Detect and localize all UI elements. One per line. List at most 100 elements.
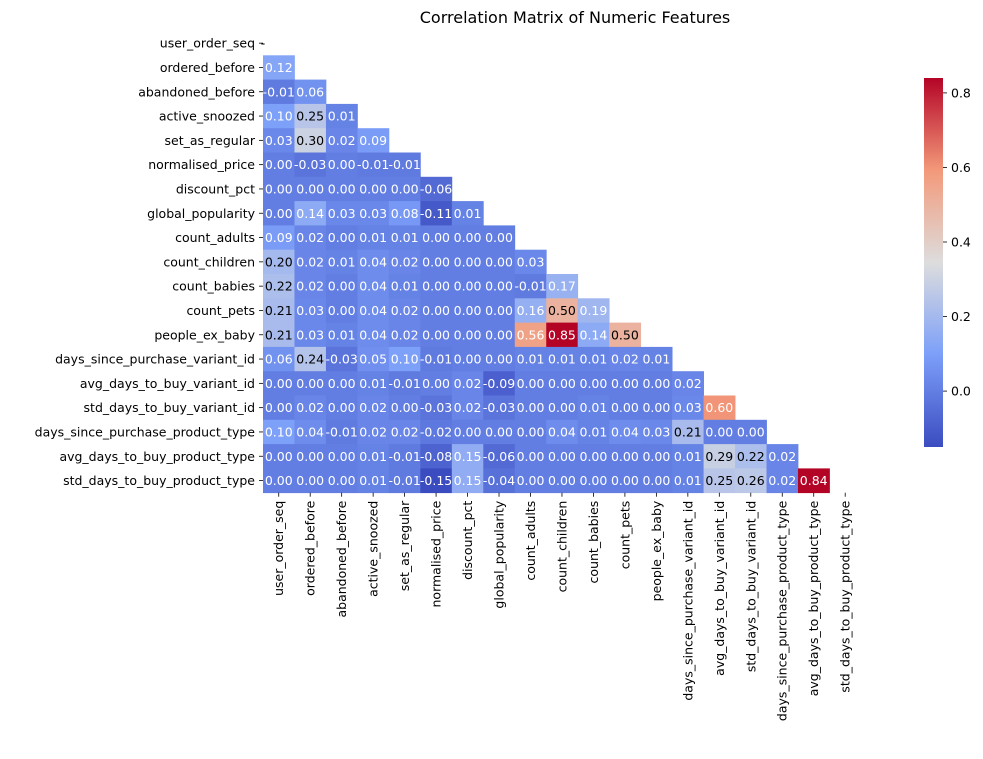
heatmap-cell-12-3: [357, 322, 390, 348]
heatmap-cell-16-2: [325, 419, 358, 445]
heatmap-cell-13-2: [325, 346, 358, 372]
heatmap-cell-label-18-2: 0.00: [328, 473, 356, 488]
heatmap-cell-10-9: [546, 274, 579, 299]
heatmap-cell-2-0: [263, 79, 295, 105]
heatmap-cell-label-13-10: 0.01: [580, 352, 608, 367]
heatmap-cell-label-6-4: 0.00: [391, 181, 419, 196]
heatmap-cell-label-15-1: 0.02: [296, 400, 324, 415]
heatmap-cell-11-4: [388, 298, 421, 323]
heatmap-cell-11-3: [357, 298, 390, 323]
heatmap-cell-15-7: [483, 395, 516, 421]
heatmap-cell-label-11-7: 0.00: [485, 303, 513, 318]
heatmap-cell-17-16: [766, 444, 799, 469]
heatmap-cell-5-3: [357, 152, 390, 178]
heatmap-cell-18-4: [388, 468, 421, 494]
x-tick-label-days_since_purchase_variant_id: days_since_purchase_variant_id: [680, 501, 695, 701]
heatmap-cell-1-0: [263, 55, 295, 80]
heatmap-cell-label-16-0: 0.10: [265, 424, 293, 439]
chart-title: Correlation Matrix of Numeric Features: [420, 8, 731, 27]
y-tick-label-std_days_to_buy_variant_id: std_days_to_buy_variant_id: [84, 400, 255, 415]
heatmap-cell-label-18-0: 0.00: [265, 473, 293, 488]
colorbar-tick-label-3: 0.6: [951, 160, 971, 175]
heatmap-cell-17-11: [609, 444, 642, 469]
heatmap-cell-17-5: [420, 444, 453, 469]
heatmap-cell-label-18-9: 0.00: [548, 473, 576, 488]
heatmap-cell-label-18-15: 0.26: [737, 473, 765, 488]
heatmap-cell-5-2: [325, 152, 358, 178]
heatmap-cell-label-3-0: 0.10: [265, 109, 293, 124]
heatmap-cell-label-14-13: 0.02: [674, 376, 702, 391]
heatmap-cell-3-0: [263, 103, 295, 129]
heatmap-cell-label-17-12: 0.00: [642, 449, 670, 464]
heatmap-cell-16-10: [577, 419, 610, 445]
heatmap-cell-14-13: [672, 371, 704, 396]
heatmap-cell-7-2: [325, 201, 358, 226]
heatmap-cell-10-0: [263, 274, 295, 299]
heatmap-cell-label-15-6: 0.02: [454, 400, 482, 415]
x-tick-label-discount_pct: discount_pct: [460, 501, 475, 580]
heatmap-cell-18-15: [735, 468, 767, 494]
y-tick-label-ordered_before: ordered_before: [160, 60, 255, 75]
heatmap-cell-14-6: [451, 371, 484, 396]
heatmap-cell-12-2: [325, 322, 358, 348]
heatmap-cell-8-5: [420, 225, 453, 251]
heatmap-cell-label-16-11: 0.04: [611, 424, 639, 439]
heatmap-cell-label-13-12: 0.01: [642, 352, 670, 367]
heatmap-cell-15-12: [640, 395, 673, 421]
heatmap-cell-11-9: [546, 298, 579, 323]
heatmap-cell-14-5: [420, 371, 453, 396]
heatmap-cell-11-6: [451, 298, 484, 323]
heatmap-cell-16-1: [294, 419, 327, 445]
heatmap-cell-15-6: [451, 395, 484, 421]
heatmap-cell-label-16-15: 0.00: [737, 424, 765, 439]
heatmap-cell-label-16-4: 0.02: [391, 424, 419, 439]
heatmap-cell-label-12-5: 0.00: [422, 327, 450, 342]
heatmap-cell-12-7: [483, 322, 516, 348]
heatmap-cell-4-0: [263, 128, 295, 153]
y-tick-label-discount_pct: discount_pct: [176, 181, 255, 196]
heatmap-cell-9-8: [514, 249, 547, 275]
heatmap-cell-label-15-7: -0.03: [483, 400, 515, 415]
heatmap-cell-label-8-6: 0.00: [454, 230, 482, 245]
heatmap-cell-13-4: [388, 346, 421, 372]
y-tick-label-user_order_seq: user_order_seq: [160, 36, 255, 51]
heatmap-cell-18-2: [325, 468, 358, 494]
heatmap-cell-7-4: [388, 201, 421, 226]
colorbar-tick-label-4: 0.8: [951, 85, 971, 100]
heatmap-cell-17-9: [546, 444, 579, 469]
heatmap-cell-8-7: [483, 225, 516, 251]
heatmap-cell-11-7: [483, 298, 516, 323]
heatmap-cell-label-14-10: 0.00: [580, 376, 608, 391]
heatmap-cell-5-0: [263, 152, 295, 178]
heatmap-cell-16-12: [640, 419, 673, 445]
y-tick-label-count_pets: count_pets: [186, 303, 255, 318]
heatmap-cell-4-1: [294, 128, 327, 153]
heatmap-cell-7-0: [263, 201, 295, 226]
heatmap-cell-label-17-7: -0.06: [483, 449, 515, 464]
heatmap-cell-6-4: [388, 176, 421, 202]
x-tick-label-count_children: count_children: [554, 501, 569, 593]
heatmap-cell-17-14: [703, 444, 736, 469]
heatmap-cell-label-4-3: 0.09: [359, 133, 387, 148]
y-tick-label-days_since_purchase_product_type: days_since_purchase_product_type: [35, 424, 256, 439]
heatmap-cell-label-7-5: -0.11: [420, 206, 452, 221]
heatmap-cell-7-1: [294, 201, 327, 226]
heatmap-cell-label-2-0: -0.01: [263, 84, 295, 99]
heatmap-cell-label-16-10: 0.01: [580, 424, 608, 439]
heatmap-cell-label-17-11: 0.00: [611, 449, 639, 464]
heatmap-cell-label-13-9: 0.01: [548, 352, 576, 367]
heatmap-cell-16-4: [388, 419, 421, 445]
heatmap-cell-14-3: [357, 371, 390, 396]
heatmap-cell-16-15: [735, 419, 767, 445]
x-tick-label-global_popularity: global_popularity: [492, 500, 507, 608]
heatmap-cell-label-17-15: 0.22: [737, 449, 765, 464]
heatmap-cell-label-13-8: 0.01: [517, 352, 545, 367]
heatmap-cell-label-18-13: 0.01: [674, 473, 702, 488]
x-tick-label-user_order_seq: user_order_seq: [271, 501, 286, 596]
heatmap-cell-13-7: [483, 346, 516, 372]
heatmap-cell-label-16-9: 0.04: [548, 424, 576, 439]
heatmap-cell-9-3: [357, 249, 390, 275]
heatmap-cell-label-15-11: 0.00: [611, 400, 639, 415]
heatmap-cell-label-15-5: -0.03: [420, 400, 452, 415]
